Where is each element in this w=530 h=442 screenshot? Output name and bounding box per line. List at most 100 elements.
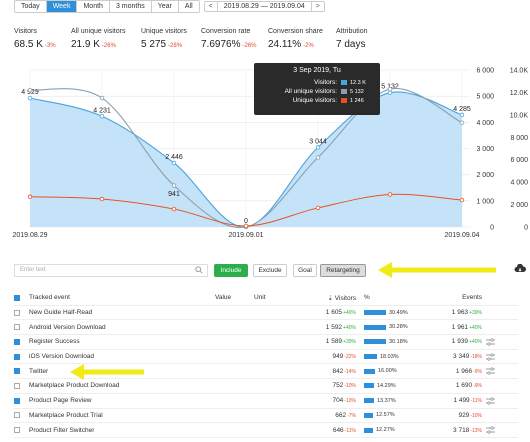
metric-3[interactable]: Conversion rate 7.6976% -26% xyxy=(201,28,268,50)
header-event[interactable]: Tracked event xyxy=(29,294,70,302)
header-unit[interactable]: Unit xyxy=(254,294,266,302)
header-pct[interactable]: % xyxy=(364,294,370,302)
row-checkbox[interactable] xyxy=(14,368,20,375)
table-row[interactable]: Marketplace Product Trial 662-7% 12.57% 929… xyxy=(14,409,518,424)
event-name[interactable]: iOS Version Download xyxy=(29,353,95,361)
table-row[interactable]: Twitter 842-14% 16.00% 1 966-9% xyxy=(14,364,518,380)
event-count: 3 349-18% xyxy=(422,353,482,360)
period-today-button[interactable]: Today xyxy=(15,0,47,12)
period-week-button[interactable]: Week xyxy=(46,0,78,12)
event-name[interactable]: New Guide Half-Read xyxy=(29,309,93,317)
date-range[interactable]: 2019.08.29 — 2019.09.04 xyxy=(216,1,312,11)
metric-change: -26% xyxy=(242,43,257,49)
pct-bar xyxy=(364,310,386,316)
goal-button[interactable]: Goal xyxy=(293,263,317,277)
filter-icon[interactable] xyxy=(486,367,495,375)
pct-bar xyxy=(364,368,375,374)
row-checkbox[interactable] xyxy=(14,412,20,419)
metric-value: 5 275 -28% xyxy=(141,39,201,50)
exclude-button[interactable]: Exclude xyxy=(253,263,287,277)
event-name[interactable]: Product Filter Switcher xyxy=(29,426,95,434)
pct-bar xyxy=(364,324,386,330)
include-button[interactable]: Include xyxy=(214,263,248,277)
metric-value: 24.11% -2% xyxy=(268,39,336,50)
table-row[interactable]: Product Filter Switcher 646-11% 12.27% 3 71… xyxy=(14,423,518,438)
table-row[interactable]: New Guide Half-Read 1 605+40% 30.49% 1 963+… xyxy=(14,306,518,321)
visitors-area xyxy=(30,91,462,228)
table-row[interactable]: Marketplace Product Download 752-10% 14.29… xyxy=(14,379,518,394)
next-period-button[interactable]: > xyxy=(315,2,320,10)
pct-value: 30.18% xyxy=(389,338,408,345)
data-point xyxy=(459,112,465,118)
events-count: 1 961 xyxy=(451,323,469,331)
period-3-months-button[interactable]: 3 months xyxy=(109,0,152,12)
row-checkbox[interactable] xyxy=(14,382,20,389)
event-name[interactable]: Register Success xyxy=(29,338,80,346)
visitors-change: +39% xyxy=(343,339,356,346)
event-count: 1 939+40% xyxy=(422,338,482,345)
table-row[interactable]: Register Success 1 589+39% 30.18% 1 939+40% xyxy=(14,335,518,350)
event-visitors: 752-10% xyxy=(306,382,356,389)
metric-1[interactable]: All unique visitors 21.9 K -26% xyxy=(71,28,141,50)
metric-2[interactable]: Unique visitors 5 275 -28% xyxy=(141,28,201,50)
filter-icon[interactable] xyxy=(486,397,495,405)
filter-icon[interactable] xyxy=(486,338,495,346)
events-change: +39% xyxy=(469,310,482,317)
y-tick-left: 0 xyxy=(490,225,494,232)
metric-4[interactable]: Conversion share 24.11% -2% xyxy=(268,28,336,50)
event-name[interactable]: Android Version Download xyxy=(29,323,106,331)
event-pct: 13.37% xyxy=(356,398,422,404)
row-checkbox[interactable] xyxy=(14,324,20,331)
event-name[interactable]: Twitter xyxy=(29,367,49,375)
header-value[interactable]: Value xyxy=(215,294,232,302)
header-events[interactable]: Events xyxy=(462,294,482,302)
event-count: 1 966-9% xyxy=(422,368,482,375)
select-all-checkbox[interactable] xyxy=(14,294,20,301)
y-tick-left: 3 000 xyxy=(476,146,494,153)
period-month-button[interactable]: Month xyxy=(77,0,110,12)
events-change: -18% xyxy=(470,354,482,361)
row-checkbox[interactable] xyxy=(14,309,20,316)
event-pct: 14.29% xyxy=(356,383,422,389)
metric-label: Unique visitors xyxy=(141,28,187,35)
event-name[interactable]: Marketplace Product Download xyxy=(29,382,120,390)
visitors-chart[interactable]: 6 000 5 000 4 000 3 000 2 000 1 000 0 14.0K 12.0… xyxy=(0,60,530,250)
row-checkbox[interactable] xyxy=(14,427,20,434)
data-point xyxy=(27,95,33,101)
event-count: 3 718-13% xyxy=(422,427,482,434)
y-tick-left: 2 000 xyxy=(476,172,494,179)
tooltip-row: Unique visitors: 1 246 xyxy=(260,97,374,104)
events-change: +40% xyxy=(469,324,482,331)
cloud-download-icon[interactable] xyxy=(514,264,526,274)
metric-5[interactable]: Attribution 7 days xyxy=(336,28,376,50)
pct-value: 30.28% xyxy=(389,324,408,331)
period-all-button[interactable]: All xyxy=(178,0,199,12)
event-name[interactable]: Marketplace Product Trial xyxy=(29,411,103,419)
retargeting-button[interactable]: Retargeting xyxy=(320,263,366,277)
data-point xyxy=(171,183,177,188)
header-visitors-label: Visitors xyxy=(334,294,356,302)
event-name[interactable]: Product Page Review xyxy=(29,397,92,405)
data-label: 3 044 xyxy=(309,138,327,145)
metric-0[interactable]: Visitors 68.5 K -3% xyxy=(14,28,71,50)
row-checkbox[interactable] xyxy=(14,353,20,360)
metric-change: -2% xyxy=(303,43,314,49)
events-change: -13% xyxy=(470,427,482,434)
header-visitors[interactable]: ⇣ Visitors xyxy=(306,294,356,302)
visitors-change: -22% xyxy=(344,354,356,361)
prev-period-button[interactable]: < xyxy=(208,2,213,10)
event-count: 929-10% xyxy=(422,412,482,419)
filter-icon[interactable] xyxy=(486,353,495,361)
row-checkbox[interactable] xyxy=(14,338,20,345)
table-row[interactable]: Product Page Review 704-13% 13.37% 1 499-11… xyxy=(14,394,518,409)
filter-icon[interactable] xyxy=(486,426,495,434)
date-range-picker[interactable]: < 2019.08.29 — 2019.09.04 > xyxy=(203,0,325,12)
table-row[interactable]: Android Version Download 1 592+40% 30.28% 1… xyxy=(14,320,518,336)
row-checkbox[interactable] xyxy=(14,397,20,404)
search-input[interactable]: Enter text xyxy=(14,263,208,277)
toolbar: Today Week Month 3 months Year All < 2019.08.… xyxy=(0,0,530,13)
table-row[interactable]: iOS Version Download 949-22% 18.03% 3 349-1… xyxy=(14,350,518,365)
data-point xyxy=(99,114,105,119)
event-pct: 18.03% xyxy=(356,354,422,360)
period-year-button[interactable]: Year xyxy=(151,0,179,12)
